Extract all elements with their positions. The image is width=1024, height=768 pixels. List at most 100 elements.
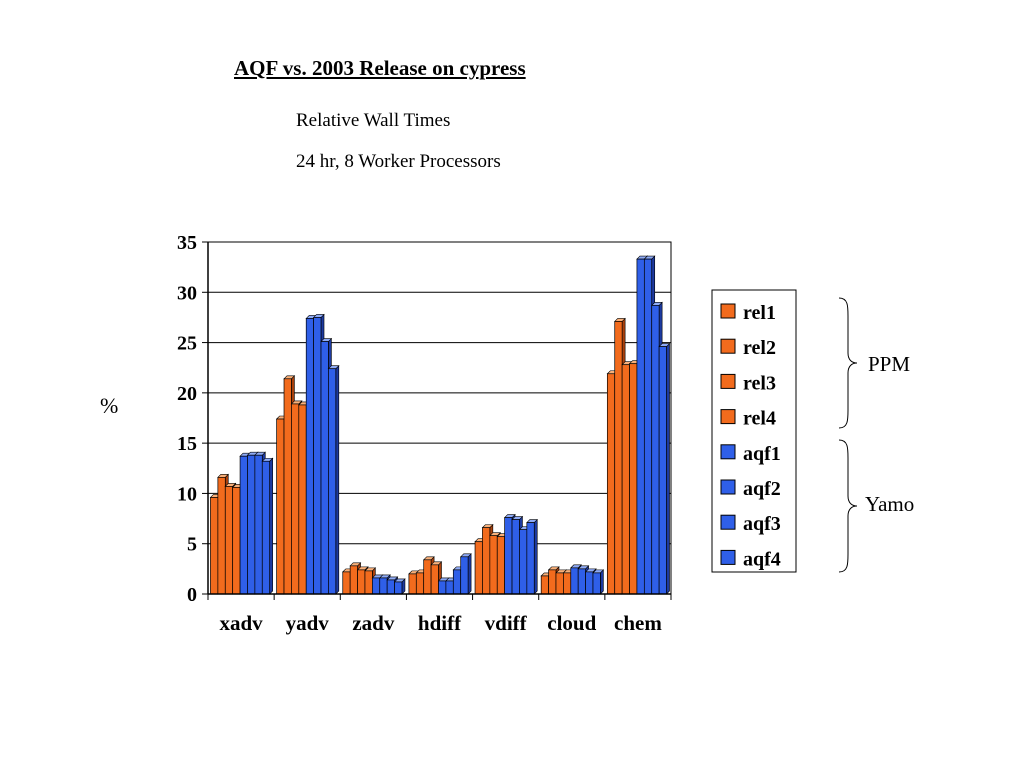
bar xyxy=(548,569,557,595)
bar xyxy=(386,579,395,595)
bar xyxy=(555,572,564,595)
bar xyxy=(636,258,645,595)
bar xyxy=(577,568,586,595)
bar xyxy=(504,517,513,595)
bar xyxy=(372,577,381,595)
bar xyxy=(519,529,528,595)
bar xyxy=(320,341,329,595)
y-tick-label: 10 xyxy=(177,483,197,505)
bar-side xyxy=(533,518,538,595)
bar-side xyxy=(269,457,273,595)
y-tick-label: 15 xyxy=(177,433,197,455)
legend-label: aqf2 xyxy=(743,478,781,500)
legend-label: aqf4 xyxy=(743,548,781,570)
bar xyxy=(511,519,520,595)
brace-ppm xyxy=(838,297,858,429)
bar xyxy=(629,363,638,595)
bar xyxy=(452,569,462,595)
bar xyxy=(423,559,432,595)
legend-swatch xyxy=(720,549,736,565)
group-label-yamo: Yamo xyxy=(865,492,915,516)
bar-side xyxy=(335,364,340,595)
x-tick-label: vdiff xyxy=(485,611,528,635)
bar xyxy=(239,455,248,595)
y-tick-label: 30 xyxy=(177,282,197,304)
bars xyxy=(209,255,671,595)
y-tick-label: 25 xyxy=(177,333,197,355)
bar xyxy=(526,522,535,595)
subtitle-relative-wall-times: Relative Wall Times xyxy=(296,110,451,131)
x-tick-label: cloud xyxy=(547,611,596,635)
y-tick-label: 35 xyxy=(177,232,197,254)
bar xyxy=(283,378,292,595)
y-tick-label: 0 xyxy=(187,584,197,606)
bar xyxy=(276,418,285,595)
legend-label: rel4 xyxy=(743,408,776,430)
bar xyxy=(349,565,358,595)
legend-label: rel3 xyxy=(743,372,776,394)
bar xyxy=(614,321,623,595)
x-tick-label: hdiff xyxy=(418,611,462,635)
bar xyxy=(460,556,469,595)
group-braces xyxy=(838,297,858,573)
y-tick-label: 5 xyxy=(187,534,197,556)
bar xyxy=(585,571,594,595)
legend-label: rel1 xyxy=(743,302,776,324)
bar xyxy=(606,373,616,595)
legend-swatch xyxy=(720,514,736,530)
bar xyxy=(210,497,219,595)
legend-swatch xyxy=(720,444,736,460)
bar xyxy=(445,580,454,595)
bar xyxy=(379,577,388,595)
x-tick-label: chem xyxy=(614,611,662,635)
bar xyxy=(430,564,439,595)
bar xyxy=(643,258,653,595)
bar xyxy=(364,570,373,595)
legend-label: aqf1 xyxy=(743,443,781,465)
bar xyxy=(298,404,307,595)
legend-swatch xyxy=(720,409,736,425)
bar xyxy=(224,486,234,595)
bar xyxy=(357,569,366,595)
legend-swatch xyxy=(720,373,736,389)
bar-side xyxy=(666,342,670,595)
legend-swatch xyxy=(720,303,736,319)
group-label-ppm: PPM xyxy=(868,352,911,376)
bar xyxy=(658,346,667,595)
subtitle-run-config: 24 hr, 8 Worker Processors xyxy=(296,151,501,172)
bar-side xyxy=(467,553,472,595)
bar xyxy=(563,572,572,595)
bar xyxy=(621,364,630,595)
legend-label: rel2 xyxy=(743,337,776,359)
x-tick-label: zadv xyxy=(352,611,395,635)
bar xyxy=(570,567,579,595)
bar xyxy=(415,572,425,595)
bar xyxy=(342,571,351,595)
bar xyxy=(247,454,256,595)
bar xyxy=(394,581,403,595)
chart-title: AQF vs. 2003 Release on cypress xyxy=(234,56,526,80)
bar xyxy=(254,454,263,595)
bar xyxy=(217,476,226,595)
legend-label: aqf3 xyxy=(743,513,781,535)
bar xyxy=(489,535,498,595)
bar-side xyxy=(600,569,604,595)
bar xyxy=(408,573,417,595)
legend: rel1 rel2 rel3 rel4 aqf1 aqf2 aqf3 aqf4 xyxy=(711,289,797,573)
bar xyxy=(313,317,322,595)
bar xyxy=(482,527,491,595)
legend-swatch xyxy=(720,479,736,495)
bar xyxy=(592,572,601,595)
bar xyxy=(232,487,241,595)
bar xyxy=(496,536,505,595)
bar xyxy=(261,460,271,595)
bar xyxy=(651,305,660,595)
x-tick-label: xadv xyxy=(219,611,263,635)
bar xyxy=(291,403,300,595)
bar xyxy=(328,368,337,595)
legend-swatch xyxy=(720,338,736,354)
y-axis-label: % xyxy=(100,393,119,418)
bar xyxy=(305,318,314,595)
x-tick-label: yadv xyxy=(286,611,330,635)
